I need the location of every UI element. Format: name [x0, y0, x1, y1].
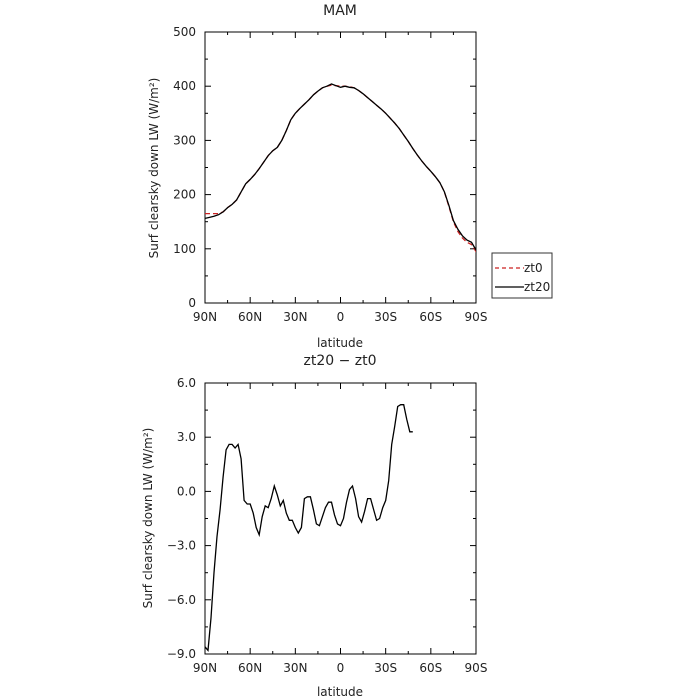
top-y-axis-label: Surf clearsky down LW (W/m²)	[147, 78, 161, 259]
bottom-x-tick-label: 60S	[419, 661, 442, 675]
legend: zt0 zt20	[491, 252, 553, 299]
top-y-tick-label: 400	[173, 79, 196, 93]
bottom-x-tick-label: 60N	[238, 661, 262, 675]
bottom-plot-frame	[204, 382, 477, 655]
top-x-tick-label: 0	[337, 310, 345, 324]
bottom-y-tick-label: −6.0	[167, 593, 196, 607]
legend-zt0-label: zt0	[524, 261, 543, 275]
top-plot-area: 90N 60N 30N 0 30S 60S 90S 0 100 200 300 400 500	[173, 25, 487, 324]
bottom-x-tick-label: 30N	[283, 661, 307, 675]
top-x-tick-label: 60S	[419, 310, 442, 324]
bottom-chart-title: zt20 − zt0	[303, 353, 376, 369]
top-series-zt0-line	[205, 84, 476, 253]
panel-bottom: zt20 − zt0 latitude Surf clearsky down L…	[141, 353, 487, 699]
top-x-tick-label: 90N	[193, 310, 217, 324]
top-x-tick-label: 90S	[465, 310, 488, 324]
top-plot-frame	[204, 31, 477, 304]
top-chart-title: MAM	[323, 3, 357, 19]
top-x-axis-label: latitude	[317, 336, 363, 350]
bottom-x-tick-label: 0	[337, 661, 345, 675]
bottom-x-tick-label: 90S	[465, 661, 488, 675]
bottom-x-tick-label: 30S	[374, 661, 397, 675]
bottom-y-tick-label: −3.0	[167, 539, 196, 553]
bottom-y-tick-label: 6.0	[177, 376, 196, 390]
top-y-tick-label: 0	[188, 296, 196, 310]
top-x-tick-label: 30N	[283, 310, 307, 324]
top-y-tick-label: 500	[173, 25, 196, 39]
bottom-y-tick-label: 0.0	[177, 484, 196, 498]
bottom-y-tick-label: 3.0	[177, 430, 196, 444]
bottom-series-diff-line	[205, 404, 413, 653]
panel-top: MAM latitude Surf clearsky down LW (W/m²…	[147, 3, 553, 350]
bottom-x-axis-label: latitude	[317, 685, 363, 699]
bottom-plot-area: 90N 60N 30N 0 30S 60S 90S −9.0 −6.0 −3.0 0.0 3.0 6.0	[167, 376, 488, 675]
top-y-tick-label: 100	[173, 242, 196, 256]
top-x-tick-label: 60N	[238, 310, 262, 324]
legend-zt20-label: zt20	[524, 280, 550, 294]
bottom-x-tick-label: 90N	[193, 661, 217, 675]
top-y-tick-label: 200	[173, 188, 196, 202]
legend-box	[491, 252, 553, 299]
top-x-tick-label: 30S	[374, 310, 397, 324]
top-series-zt20-line	[205, 83, 476, 252]
bottom-y-axis-label: Surf clearsky down LW (W/m²)	[141, 428, 155, 609]
top-y-tick-label: 300	[173, 133, 196, 147]
bottom-y-tick-label: −9.0	[167, 647, 196, 661]
